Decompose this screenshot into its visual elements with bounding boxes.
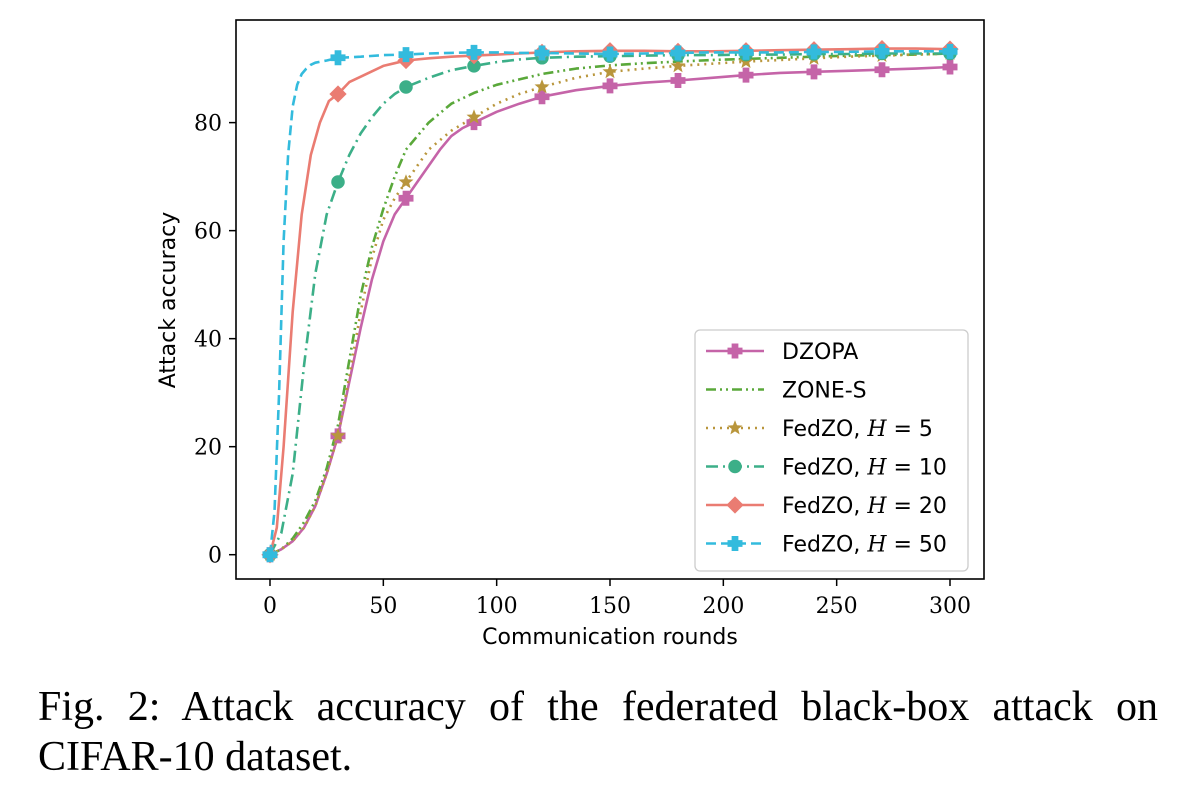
legend-marker bbox=[727, 536, 743, 551]
y-axis: 0 20 40 60 80 bbox=[194, 112, 236, 569]
series-marker-4 bbox=[329, 85, 347, 103]
series-line-4 bbox=[268, 47, 951, 556]
series-marker-2 bbox=[398, 174, 414, 189]
x-tick-label: 50 bbox=[369, 594, 397, 619]
series-marker-2 bbox=[534, 79, 550, 94]
series-marker-0 bbox=[398, 190, 414, 206]
series-line-2 bbox=[269, 52, 951, 556]
chart: 0 50 100 150 200 250 300 0 20 40 60 80 Communicati… bbox=[156, 19, 985, 650]
series-marker-2 bbox=[330, 428, 346, 443]
series-marker-0 bbox=[874, 62, 890, 78]
x-tick-label: 200 bbox=[702, 594, 744, 619]
legend-label: FedZO, H = 10 bbox=[782, 456, 947, 481]
x-axis-label: Communication rounds bbox=[482, 625, 738, 650]
series-marker-5 bbox=[874, 43, 890, 59]
series-marker-3 bbox=[331, 175, 345, 189]
series-marker-5 bbox=[670, 45, 686, 61]
plot-lines bbox=[268, 47, 951, 556]
series-marker-0 bbox=[942, 59, 958, 75]
x-tick-label: 300 bbox=[929, 594, 971, 619]
legend-marker bbox=[727, 420, 743, 435]
series-marker-0 bbox=[602, 78, 618, 94]
series-marker-5 bbox=[738, 44, 754, 60]
series-marker-2 bbox=[602, 64, 618, 79]
series-marker-3 bbox=[399, 80, 413, 94]
x-tick-label: 100 bbox=[476, 594, 518, 619]
legend-marker bbox=[727, 343, 743, 359]
y-tick-label: 20 bbox=[194, 436, 222, 461]
series-marker-5 bbox=[806, 44, 822, 60]
x-tick-label: 0 bbox=[263, 594, 277, 619]
series-marker-0 bbox=[738, 67, 754, 83]
series-marker-5 bbox=[534, 45, 550, 61]
y-tick-label: 40 bbox=[194, 328, 222, 353]
series-marker-5 bbox=[330, 50, 346, 66]
y-axis-label: Attack accuracy bbox=[156, 212, 181, 388]
y-tick-label: 80 bbox=[194, 112, 222, 137]
x-tick-label: 250 bbox=[816, 594, 858, 619]
legend-marker bbox=[726, 496, 744, 514]
series-marker-0 bbox=[466, 115, 482, 131]
series-marker-5 bbox=[602, 46, 618, 62]
series-marker-5 bbox=[466, 44, 482, 60]
y-tick-label: 60 bbox=[194, 220, 222, 245]
series-marker-5 bbox=[942, 43, 958, 59]
series-marker-5 bbox=[262, 547, 278, 563]
figure-caption: Fig. 2: Attack accuracy of the federated… bbox=[38, 684, 1158, 780]
x-axis: 0 50 100 150 200 250 300 bbox=[263, 579, 971, 619]
series-marker-0 bbox=[806, 64, 822, 80]
series-marker-0 bbox=[670, 72, 686, 88]
y-tick-label: 0 bbox=[208, 544, 222, 569]
series-marker-2 bbox=[670, 58, 686, 73]
x-tick-label: 150 bbox=[589, 594, 631, 619]
series-marker-2 bbox=[466, 109, 482, 124]
series-line-5 bbox=[268, 50, 950, 555]
legend-label: ZONE-S bbox=[782, 379, 867, 404]
plot-markers bbox=[261, 40, 959, 564]
series-marker-0 bbox=[534, 89, 550, 105]
legend-label: FedZO, H = 50 bbox=[782, 533, 947, 558]
series-line-3 bbox=[268, 52, 950, 556]
series-marker-5 bbox=[398, 47, 414, 63]
series-line-1 bbox=[269, 52, 951, 556]
legend-marker bbox=[728, 459, 742, 474]
legend: DZOPA ZONE-S FedZO, H = 5 FedZO, H = 10 FedZ… bbox=[694, 329, 969, 572]
legend-label: DZOPA bbox=[782, 340, 858, 365]
legend-label: FedZO, H = 5 bbox=[782, 417, 933, 442]
legend-label: FedZO, H = 20 bbox=[782, 494, 947, 519]
series-line-0 bbox=[269, 65, 951, 556]
series-marker-3 bbox=[467, 59, 481, 73]
